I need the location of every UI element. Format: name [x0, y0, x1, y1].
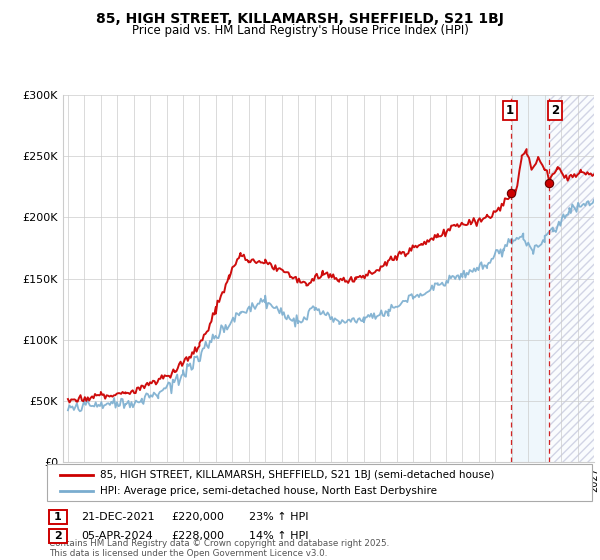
Text: 85, HIGH STREET, KILLAMARSH, SHEFFIELD, S21 1BJ (semi-detached house): 85, HIGH STREET, KILLAMARSH, SHEFFIELD, … [100, 469, 494, 479]
Bar [549, 95, 594, 462]
Text: 1: 1 [54, 512, 61, 522]
Bar [549, 95, 594, 462]
Text: £228,000: £228,000 [171, 531, 224, 541]
Text: 21-DEC-2021: 21-DEC-2021 [81, 512, 155, 522]
Text: Price paid vs. HM Land Registry's House Price Index (HPI): Price paid vs. HM Land Registry's House … [131, 24, 469, 37]
Text: Contains HM Land Registry data © Crown copyright and database right 2025.
This d: Contains HM Land Registry data © Crown c… [49, 539, 389, 558]
Text: 85, HIGH STREET, KILLAMARSH, SHEFFIELD, S21 1BJ: 85, HIGH STREET, KILLAMARSH, SHEFFIELD, … [96, 12, 504, 26]
Text: 14% ↑ HPI: 14% ↑ HPI [249, 531, 308, 541]
Text: 1: 1 [506, 104, 514, 118]
Bar [511, 95, 549, 462]
Text: 05-APR-2024: 05-APR-2024 [81, 531, 153, 541]
Text: 23% ↑ HPI: 23% ↑ HPI [249, 512, 308, 522]
Text: 2: 2 [54, 531, 61, 541]
Text: HPI: Average price, semi-detached house, North East Derbyshire: HPI: Average price, semi-detached house,… [100, 486, 437, 496]
Text: £220,000: £220,000 [171, 512, 224, 522]
Text: 2: 2 [551, 104, 559, 118]
